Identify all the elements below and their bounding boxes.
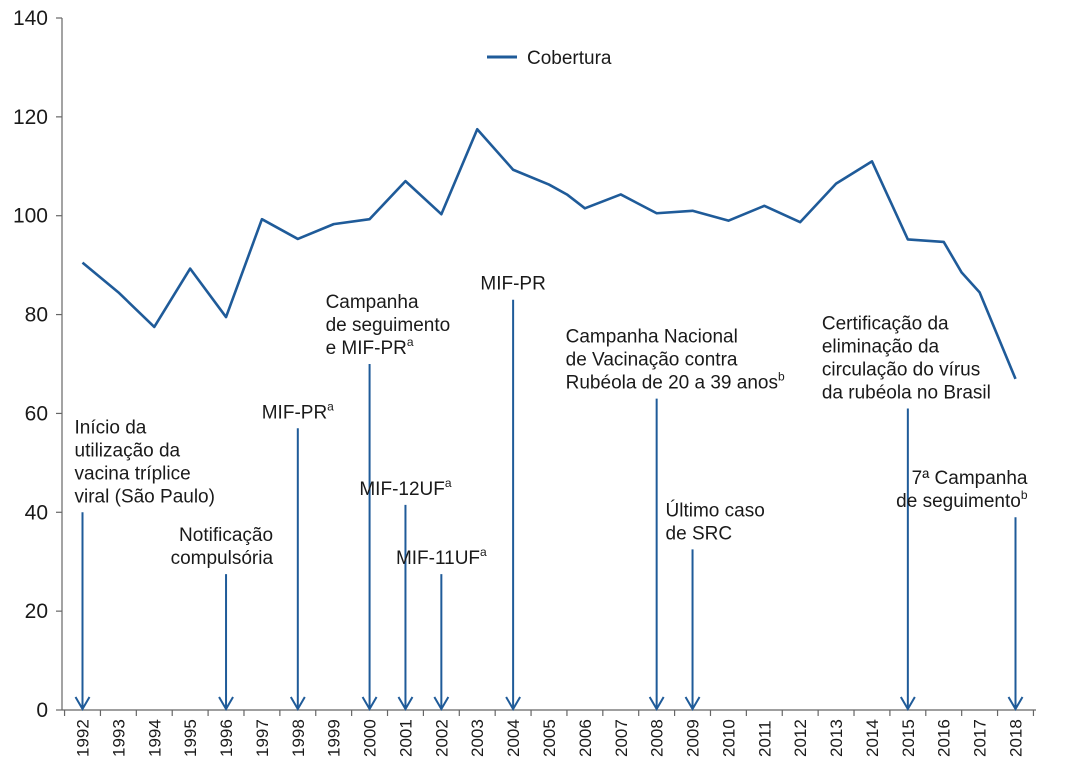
legend: Cobertura [487,48,612,69]
x-tick-label: 2001 [396,719,415,757]
annotation-1998: MIF-PRa [262,399,334,711]
x-tick-label: 1997 [253,719,272,757]
x-tick-label: 1998 [289,719,308,757]
x-tick-label: 2010 [719,719,738,757]
annotation-text: eliminação da [822,336,940,357]
annotation-text: e MIF-PRa [326,335,414,359]
x-tick-label: 2015 [899,719,918,757]
arrow-head [899,696,916,711]
y-tick-label: 0 [36,699,48,722]
annotation-text: Último caso [666,499,765,521]
annotation-text: de SRC [666,523,733,544]
x-tick-label: 2005 [540,719,559,757]
x-tick-label: 2002 [432,719,451,757]
annotation-text: MIF-PRa [262,399,334,423]
y-tick-label: 100 [13,205,48,228]
annotation-superscript: a [327,399,334,413]
arrow-head [505,696,521,711]
annotation-text: Campanha [326,292,419,313]
annotation-text: MIF-11UFa [396,545,487,569]
x-tick-label: 2006 [576,719,595,757]
annotation-superscript: a [480,545,487,559]
arrow-head [648,696,665,711]
series-layer [81,127,1017,380]
annotation-text: MIF-PR [480,274,545,295]
annotation-superscript: b [778,370,785,384]
series-line-0 [81,127,1017,380]
arrow-head [218,696,234,711]
annotation-2002: MIF-11UFa [396,545,487,711]
x-tick-label: 2009 [684,719,703,757]
x-tick-label: 2012 [791,719,810,757]
y-tick-label: 60 [25,402,48,425]
x-tick-label: 2011 [755,720,774,757]
annotation-text: Notificação [179,525,273,546]
annotation-text: vacina tríplice [75,463,191,484]
annotation-text: utilização da [75,440,181,461]
x-tick-label: 1996 [217,719,236,757]
x-tick-label: 1995 [181,719,200,757]
annotation-text: da rubéola no Brasil [822,382,991,403]
y-tick-label: 20 [25,600,48,623]
x-tick-label: 2016 [935,719,954,757]
annotation-superscript: a [445,476,452,490]
annotation-text: Início da [75,417,147,438]
annotation-text: Certificação da [822,313,949,334]
x-tick-label: 2014 [863,719,882,757]
y-tick-label: 40 [25,501,48,524]
arrow-head [397,696,414,711]
annotation-text: Rubéola de 20 a 39 anosb [566,370,785,394]
annotation-text: de seguimentob [896,488,1028,512]
y-tick-label: 140 [13,7,48,30]
annotation-superscript: a [407,335,414,349]
annotation-text: Campanha Nacional [566,327,738,348]
arrow-head [1007,696,1024,711]
annotation-text: de Vacinação contra [566,350,738,371]
arrow-head [74,696,91,711]
x-tick-label: 1999 [325,719,344,757]
y-tick-label: 80 [25,304,48,327]
y-tick-label: 120 [13,106,48,129]
x-tick-label: 2008 [648,719,667,757]
x-tick-label: 1993 [109,719,128,757]
annotation-text: 7ª Campanha [912,468,1028,489]
arrow-head [684,696,701,711]
annotation-text: circulação do vírus [822,359,980,380]
x-tick-label: 2013 [827,719,846,757]
x-tick-label: 1994 [145,719,164,757]
annotation-2001: MIF-12UFa [359,476,452,711]
x-tick-label: 2007 [612,719,631,757]
arrow-head [289,696,306,711]
annotation-text: de seguimento [326,315,451,336]
arrow-head [361,696,378,711]
annotation-text: compulsória [171,548,274,569]
annotation-text: MIF-12UFa [359,476,452,500]
annotation-superscript: b [1021,488,1028,502]
x-tick-label: 2018 [1007,719,1026,757]
x-tick-label: 1992 [74,719,93,757]
arrow-head [433,696,450,711]
x-tick-label: 2003 [468,719,487,757]
legend-label: Cobertura [527,48,612,69]
x-tick-label: 2000 [361,719,380,757]
annotation-2004: MIF-PR [480,274,546,711]
x-tick-label: 2004 [504,719,523,757]
x-tick-label: 2017 [971,719,990,757]
axes: 0 20 40 60 80 100 120 140 1992 1993 1994 1995 1996 19… [13,7,1036,757]
annotation-text: viral (São Paulo) [75,486,215,507]
